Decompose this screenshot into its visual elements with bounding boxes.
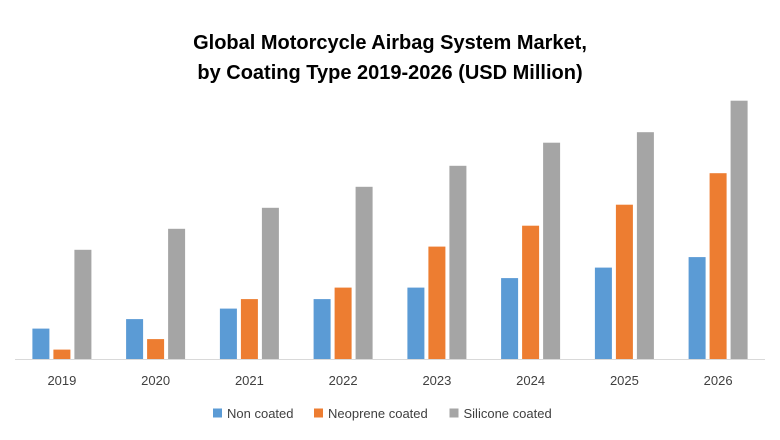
x-tick-label-2019: 2019 bbox=[47, 373, 76, 388]
x-tick-label-2025: 2025 bbox=[610, 373, 639, 388]
bar-neoprene-coated-2020 bbox=[147, 339, 165, 359]
x-tick-label-2026: 2026 bbox=[704, 373, 733, 388]
bar-neoprene-coated-2024 bbox=[522, 225, 540, 359]
bar-silicone-coated-2024 bbox=[543, 142, 561, 359]
bar-non-coated-2022 bbox=[313, 299, 331, 359]
bar-neoprene-coated-2022 bbox=[334, 287, 352, 359]
legend-label-neoprene-coated: Neoprene coated bbox=[328, 406, 428, 421]
bar-silicone-coated-2021 bbox=[261, 207, 279, 359]
bar-non-coated-2021 bbox=[219, 308, 237, 359]
bar-silicone-coated-2023 bbox=[449, 165, 467, 359]
bar-neoprene-coated-2026 bbox=[709, 173, 727, 359]
bar-neoprene-coated-2025 bbox=[615, 204, 633, 359]
bar-neoprene-coated-2023 bbox=[428, 246, 446, 359]
x-tick-label-2020: 2020 bbox=[141, 373, 170, 388]
bar-silicone-coated-2020 bbox=[168, 228, 186, 359]
bar-neoprene-coated-2019 bbox=[53, 349, 71, 360]
legend-swatch-neoprene-coated bbox=[314, 408, 323, 418]
x-tick-label-2023: 2023 bbox=[422, 373, 451, 388]
chart-title-line-2: by Coating Type 2019-2026 (USD Million) bbox=[197, 62, 583, 84]
bar-non-coated-2026 bbox=[688, 257, 706, 359]
bar-non-coated-2024 bbox=[501, 278, 519, 359]
bar-silicone-coated-2025 bbox=[636, 132, 654, 359]
chart-title-line-1: Global Motorcycle Airbag System Market, bbox=[193, 32, 587, 54]
legend-swatch-non-coated bbox=[213, 408, 222, 418]
bar-non-coated-2019 bbox=[32, 328, 50, 360]
bar-silicone-coated-2019 bbox=[74, 249, 92, 359]
x-tick-label-2022: 2022 bbox=[329, 373, 358, 388]
bar-non-coated-2020 bbox=[126, 319, 144, 359]
chart-title: Global Motorcycle Airbag System Market, … bbox=[0, 28, 780, 88]
bar-neoprene-coated-2021 bbox=[240, 299, 258, 359]
legend-label-silicone-coated: Silicone coated bbox=[464, 406, 552, 421]
x-tick-label-2021: 2021 bbox=[235, 373, 264, 388]
x-tick-label-2024: 2024 bbox=[516, 373, 545, 388]
legend-label-non-coated: Non coated bbox=[227, 406, 294, 421]
bar-non-coated-2023 bbox=[407, 287, 425, 359]
bar-non-coated-2025 bbox=[594, 267, 612, 359]
legend-swatch-silicone-coated bbox=[449, 408, 459, 418]
bar-silicone-coated-2022 bbox=[355, 186, 373, 359]
bar-silicone-coated-2026 bbox=[730, 100, 748, 359]
